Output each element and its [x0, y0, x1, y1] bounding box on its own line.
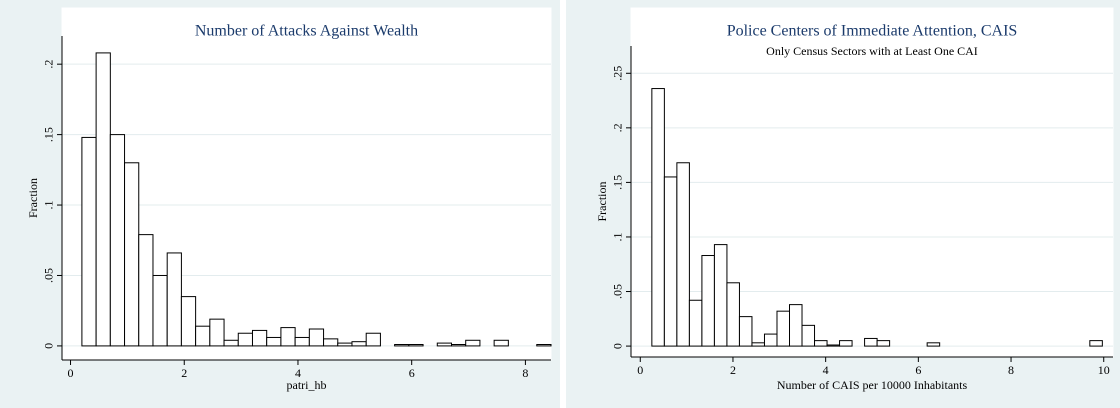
x-tick-label: 0	[68, 366, 74, 380]
bar	[726, 282, 740, 347]
bar	[663, 176, 678, 347]
x-tick-label: 8	[1008, 363, 1014, 377]
bar	[826, 344, 841, 347]
chart-title: Police Centers of Immediate Attention, C…	[727, 23, 1018, 40]
bar	[493, 339, 509, 347]
bar	[713, 244, 728, 347]
y-tick-label: .05	[611, 284, 625, 299]
bar	[1089, 340, 1103, 347]
bar	[801, 324, 816, 347]
y-tick-label: .15	[611, 175, 625, 190]
y-tick-label: .15	[42, 127, 56, 142]
bar	[124, 162, 140, 347]
x-tick-label: 6	[915, 363, 921, 377]
bar	[95, 52, 111, 347]
bar	[688, 299, 703, 347]
y-tick-label: .1	[42, 201, 56, 210]
bar	[337, 342, 353, 347]
x-tick-label: 4	[823, 363, 829, 377]
bar	[738, 316, 753, 347]
bar	[166, 252, 182, 347]
chart-subtitle: Only Census Sectors with at Least One CA…	[766, 44, 978, 58]
bar	[536, 344, 552, 347]
bar	[701, 255, 715, 347]
bar	[751, 342, 765, 347]
bar	[138, 234, 154, 347]
y-tick-label: .1	[611, 232, 625, 241]
bar	[450, 344, 467, 347]
x-axis-title: Number of CAIS per 10000 Inhabitants	[777, 378, 968, 392]
bar	[876, 340, 891, 347]
bar	[294, 336, 310, 347]
x-tick-label: 4	[295, 366, 301, 380]
x-tick-label: 6	[409, 366, 415, 380]
bar	[351, 341, 367, 347]
bar	[209, 318, 225, 347]
y-tick-label: .2	[611, 123, 625, 132]
bar	[651, 88, 665, 347]
bar	[266, 336, 282, 347]
y-tick-label: .2	[42, 60, 56, 69]
bar	[465, 339, 481, 347]
bar	[323, 338, 339, 347]
bar	[81, 136, 97, 347]
y-tick-label: 0	[42, 343, 56, 349]
x-axis-title: patri_hb	[287, 378, 327, 392]
bar	[251, 329, 268, 347]
bar	[763, 333, 778, 347]
bar	[776, 310, 791, 347]
y-tick-label: 0	[611, 343, 625, 349]
bar	[676, 162, 690, 347]
bar	[839, 340, 853, 347]
y-axis-title: Fraction	[595, 182, 609, 222]
x-tick-label: 2	[181, 366, 187, 380]
y-tick-label: .05	[42, 268, 56, 283]
y-tick-label: .25	[611, 66, 625, 81]
bar	[237, 332, 253, 347]
bar	[365, 332, 381, 347]
bar	[789, 304, 803, 347]
y-axis-title: Fraction	[26, 178, 40, 218]
bar	[152, 274, 168, 347]
bar	[436, 342, 452, 347]
x-tick-label: 8	[522, 366, 528, 380]
bar	[109, 134, 126, 347]
x-tick-label: 10	[1098, 363, 1110, 377]
bar	[814, 340, 828, 347]
bar	[394, 344, 410, 347]
x-tick-label: 0	[637, 363, 643, 377]
bar	[308, 328, 325, 347]
bar	[864, 337, 878, 347]
bar	[223, 339, 239, 347]
bar	[195, 325, 211, 347]
bar	[926, 342, 941, 347]
chart-title: Number of Attacks Against Wealth	[195, 23, 418, 40]
bar	[280, 327, 296, 347]
bar	[408, 344, 424, 347]
x-tick-label: 2	[730, 363, 736, 377]
bar	[180, 296, 197, 347]
